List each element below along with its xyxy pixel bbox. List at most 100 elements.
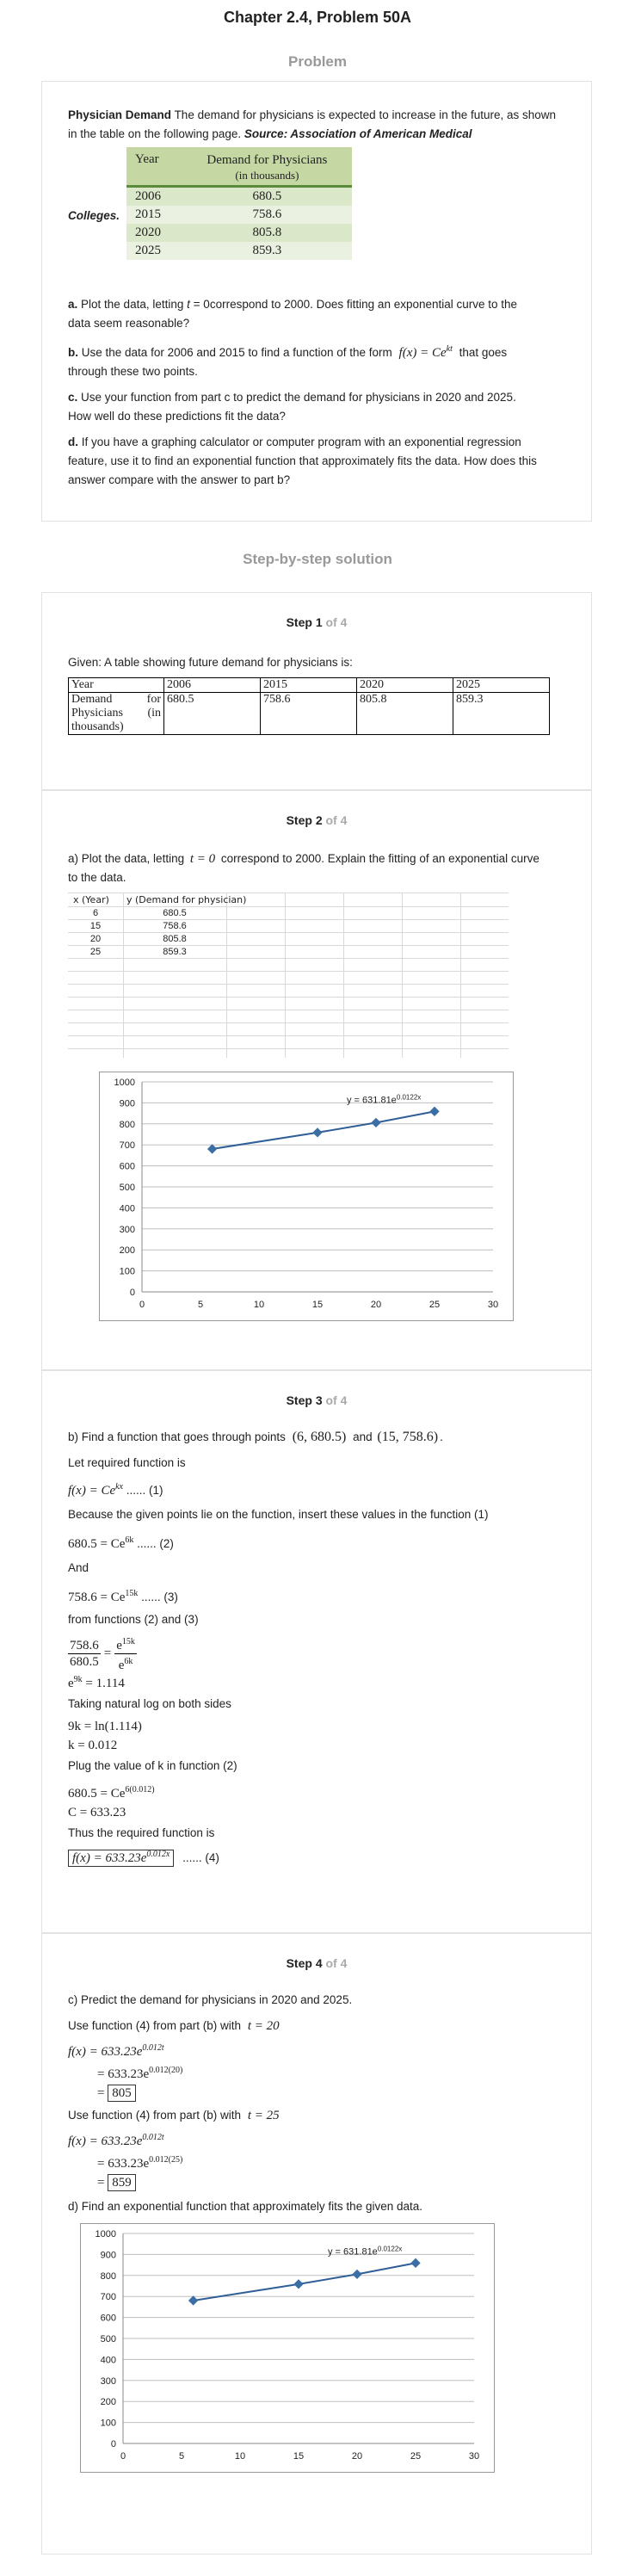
step2-spreadsheet: x (Year) y (Demand for physician) 6 680.… <box>68 893 509 1058</box>
step3-thus: Thus the required function is <box>68 1826 215 1839</box>
y-tick-label: 900 <box>120 1098 135 1109</box>
problem-part-c: c. Use your function from part c to pred… <box>68 391 516 423</box>
problem-data-table: Year Demand for Physicians (in thousands)… <box>126 147 352 260</box>
sheet-cell: 680.5 <box>163 908 187 918</box>
step4-card: Step 4 of 4 c) Predict the demand for ph… <box>41 1933 592 2554</box>
step3-eq9: f(x) = 633.23e0.012x ...... (4) <box>68 1850 565 1867</box>
step1-row-label: Demand for Physicians (in thousands) <box>68 692 164 735</box>
problem-intro-text: The demand for physicians is expected to… <box>68 108 557 140</box>
step3-intro: b) Find a function that goes through poi… <box>68 1430 443 1444</box>
y-tick-label: 1000 <box>114 1078 135 1088</box>
x-tick-label: 30 <box>488 1300 498 1310</box>
step4-r1: = 805 <box>97 2084 565 2103</box>
step4-heading: Step 4 of 4 <box>286 1956 348 1970</box>
step3-let: Let required function is <box>68 1456 186 1469</box>
x-tick-label: 5 <box>198 1300 203 1310</box>
step3-from: from functions (2) and (3) <box>68 1613 199 1626</box>
step3-eq3: 758.6 = Ce15k ...... (3) <box>68 1589 178 1604</box>
step2-text: a) Plot the data, letting t = 0 correspo… <box>68 852 539 884</box>
sheet-header-y: y (Demand for physician) <box>126 894 247 905</box>
step2-chart: 0 100 200 300 400 500 600 700 800 900 1000 0 5 10 15 20… <box>99 1072 514 1321</box>
data-point <box>188 2295 199 2306</box>
problem-intro: Physician Demand The demand for physicia… <box>68 106 565 144</box>
y-tick-label: 300 <box>120 1225 135 1235</box>
x-tick-label: 20 <box>371 1300 381 1310</box>
x-tick-label: 30 <box>469 2451 479 2462</box>
sheet-header-x: x (Year) <box>73 894 109 905</box>
step1-given: Given: A table showing future demand for… <box>68 656 353 669</box>
step3-eq1: f(x) = Cekx ...... (1) <box>68 1482 163 1498</box>
y-tick-label: 400 <box>101 2355 116 2365</box>
chapter-title: Chapter 2.4, Problem 50A <box>223 9 412 26</box>
trendline-exponent: 0.0122x <box>397 1093 421 1101</box>
y-tick-label: 800 <box>101 2271 116 2282</box>
x-tick-label: 25 <box>410 2451 421 2462</box>
y-tick-label: 500 <box>120 1183 135 1193</box>
problem-colleges: Colleges. <box>68 209 120 222</box>
y-tick-label: 700 <box>120 1140 135 1151</box>
x-tick-label: 5 <box>179 2451 184 2462</box>
chart-frame <box>80 2223 495 2473</box>
chart-frame <box>99 1072 514 1321</box>
trendline-exponent: 0.0122x <box>378 2245 402 2252</box>
step3-card: Step 3 of 4 b) Find a function that goes… <box>41 1370 592 1933</box>
step4-f3: f(x) = 633.23e0.012t <box>68 2133 164 2148</box>
y-tick-label: 300 <box>101 2376 116 2387</box>
x-tick-label: 15 <box>293 2451 304 2462</box>
table-row: 2015 758.6 <box>126 206 352 224</box>
sheet-cell: 805.8 <box>163 934 187 944</box>
y-tick-label: 600 <box>101 2313 116 2324</box>
step1-card: Step 1 of 4 Given: A table showing futur… <box>41 592 592 790</box>
data-point <box>352 2269 362 2280</box>
sheet-cell: 859.3 <box>163 947 187 957</box>
y-tick-label: 700 <box>101 2292 116 2302</box>
problem-part-b: b. Use the data for 2006 and 2015 to fin… <box>68 344 508 378</box>
problem-bold-title: Physician Demand <box>68 108 172 121</box>
table-row: 2025 859.3 <box>126 242 352 260</box>
step4-f4: = 633.23e0.012(25) <box>97 2155 183 2171</box>
y-tick-label: 1000 <box>96 2229 116 2239</box>
step2-heading: Step 2 of 4 <box>286 813 348 827</box>
x-tick-label: 0 <box>139 1300 145 1310</box>
problem-section-title: Problem <box>287 53 348 70</box>
step4-d-text: d) Find an exponential function that app… <box>68 2200 423 2213</box>
y-tick-label: 100 <box>120 1267 135 1277</box>
step4-chart: 0 100 200 300 400 500 600 700 800 900 1000 0 5 10 15 20… <box>80 2223 495 2473</box>
solution-section-title: Step-by-step solution <box>243 551 392 567</box>
table-header-year: Year <box>135 152 159 166</box>
y-tick-label: 600 <box>120 1162 135 1172</box>
step3-heading: Step 3 of 4 <box>286 1393 348 1407</box>
y-tick-label: 800 <box>120 1120 135 1130</box>
sheet-cell: 6 <box>92 908 99 918</box>
step1-table: Year 2006 2015 2020 2025 Demand for Physi… <box>68 677 550 735</box>
y-tick-label: 0 <box>111 2439 116 2449</box>
sheet-cell: 758.6 <box>163 921 187 931</box>
step1-heading: Step 1 of 4 <box>286 615 348 629</box>
data-point <box>410 2258 421 2268</box>
sheet-cell: 15 <box>89 921 102 931</box>
x-tick-label: 25 <box>429 1300 440 1310</box>
table-row: 2006 680.5 <box>126 188 352 206</box>
step4-c-text: c) Predict the demand for physicians in … <box>68 1993 353 2006</box>
step3-fraction: 758.6 680.5 = e15k e6k <box>68 1634 565 1673</box>
y-tick-label: 400 <box>120 1203 135 1214</box>
table-header-demand: Demand for Physicians (in thousands) <box>207 153 328 182</box>
y-tick-label: 0 <box>130 1288 135 1298</box>
y-tick-label: 500 <box>101 2334 116 2344</box>
step3-because: Because the given points lie on the func… <box>68 1508 489 1521</box>
step3-taking: Taking natural log on both sides <box>68 1697 231 1710</box>
table-row: 2020 805.8 <box>126 224 352 242</box>
data-point <box>293 2279 304 2289</box>
step3-eq5: 9k = ln(1.114) <box>68 1720 142 1733</box>
problem-part-d: d. If you have a graphing calculator or … <box>68 436 537 486</box>
problem-card: Physician Demand The demand for physicia… <box>41 81 592 522</box>
step4-use1: Use function (4) from part (b) with t = … <box>68 2019 280 2033</box>
sheet-cell: 20 <box>89 934 102 944</box>
y-tick-label: 100 <box>101 2418 116 2429</box>
spreadsheet-grid <box>68 893 509 1058</box>
step3-plug: Plug the value of k in function (2) <box>68 1759 237 1772</box>
problem-source: Source: Association of American Medical <box>244 127 472 140</box>
x-tick-label: 0 <box>120 2451 126 2462</box>
step3-eq4: e9k = 1.114 <box>68 1675 125 1690</box>
step4-r2: = 859 <box>97 2173 565 2192</box>
